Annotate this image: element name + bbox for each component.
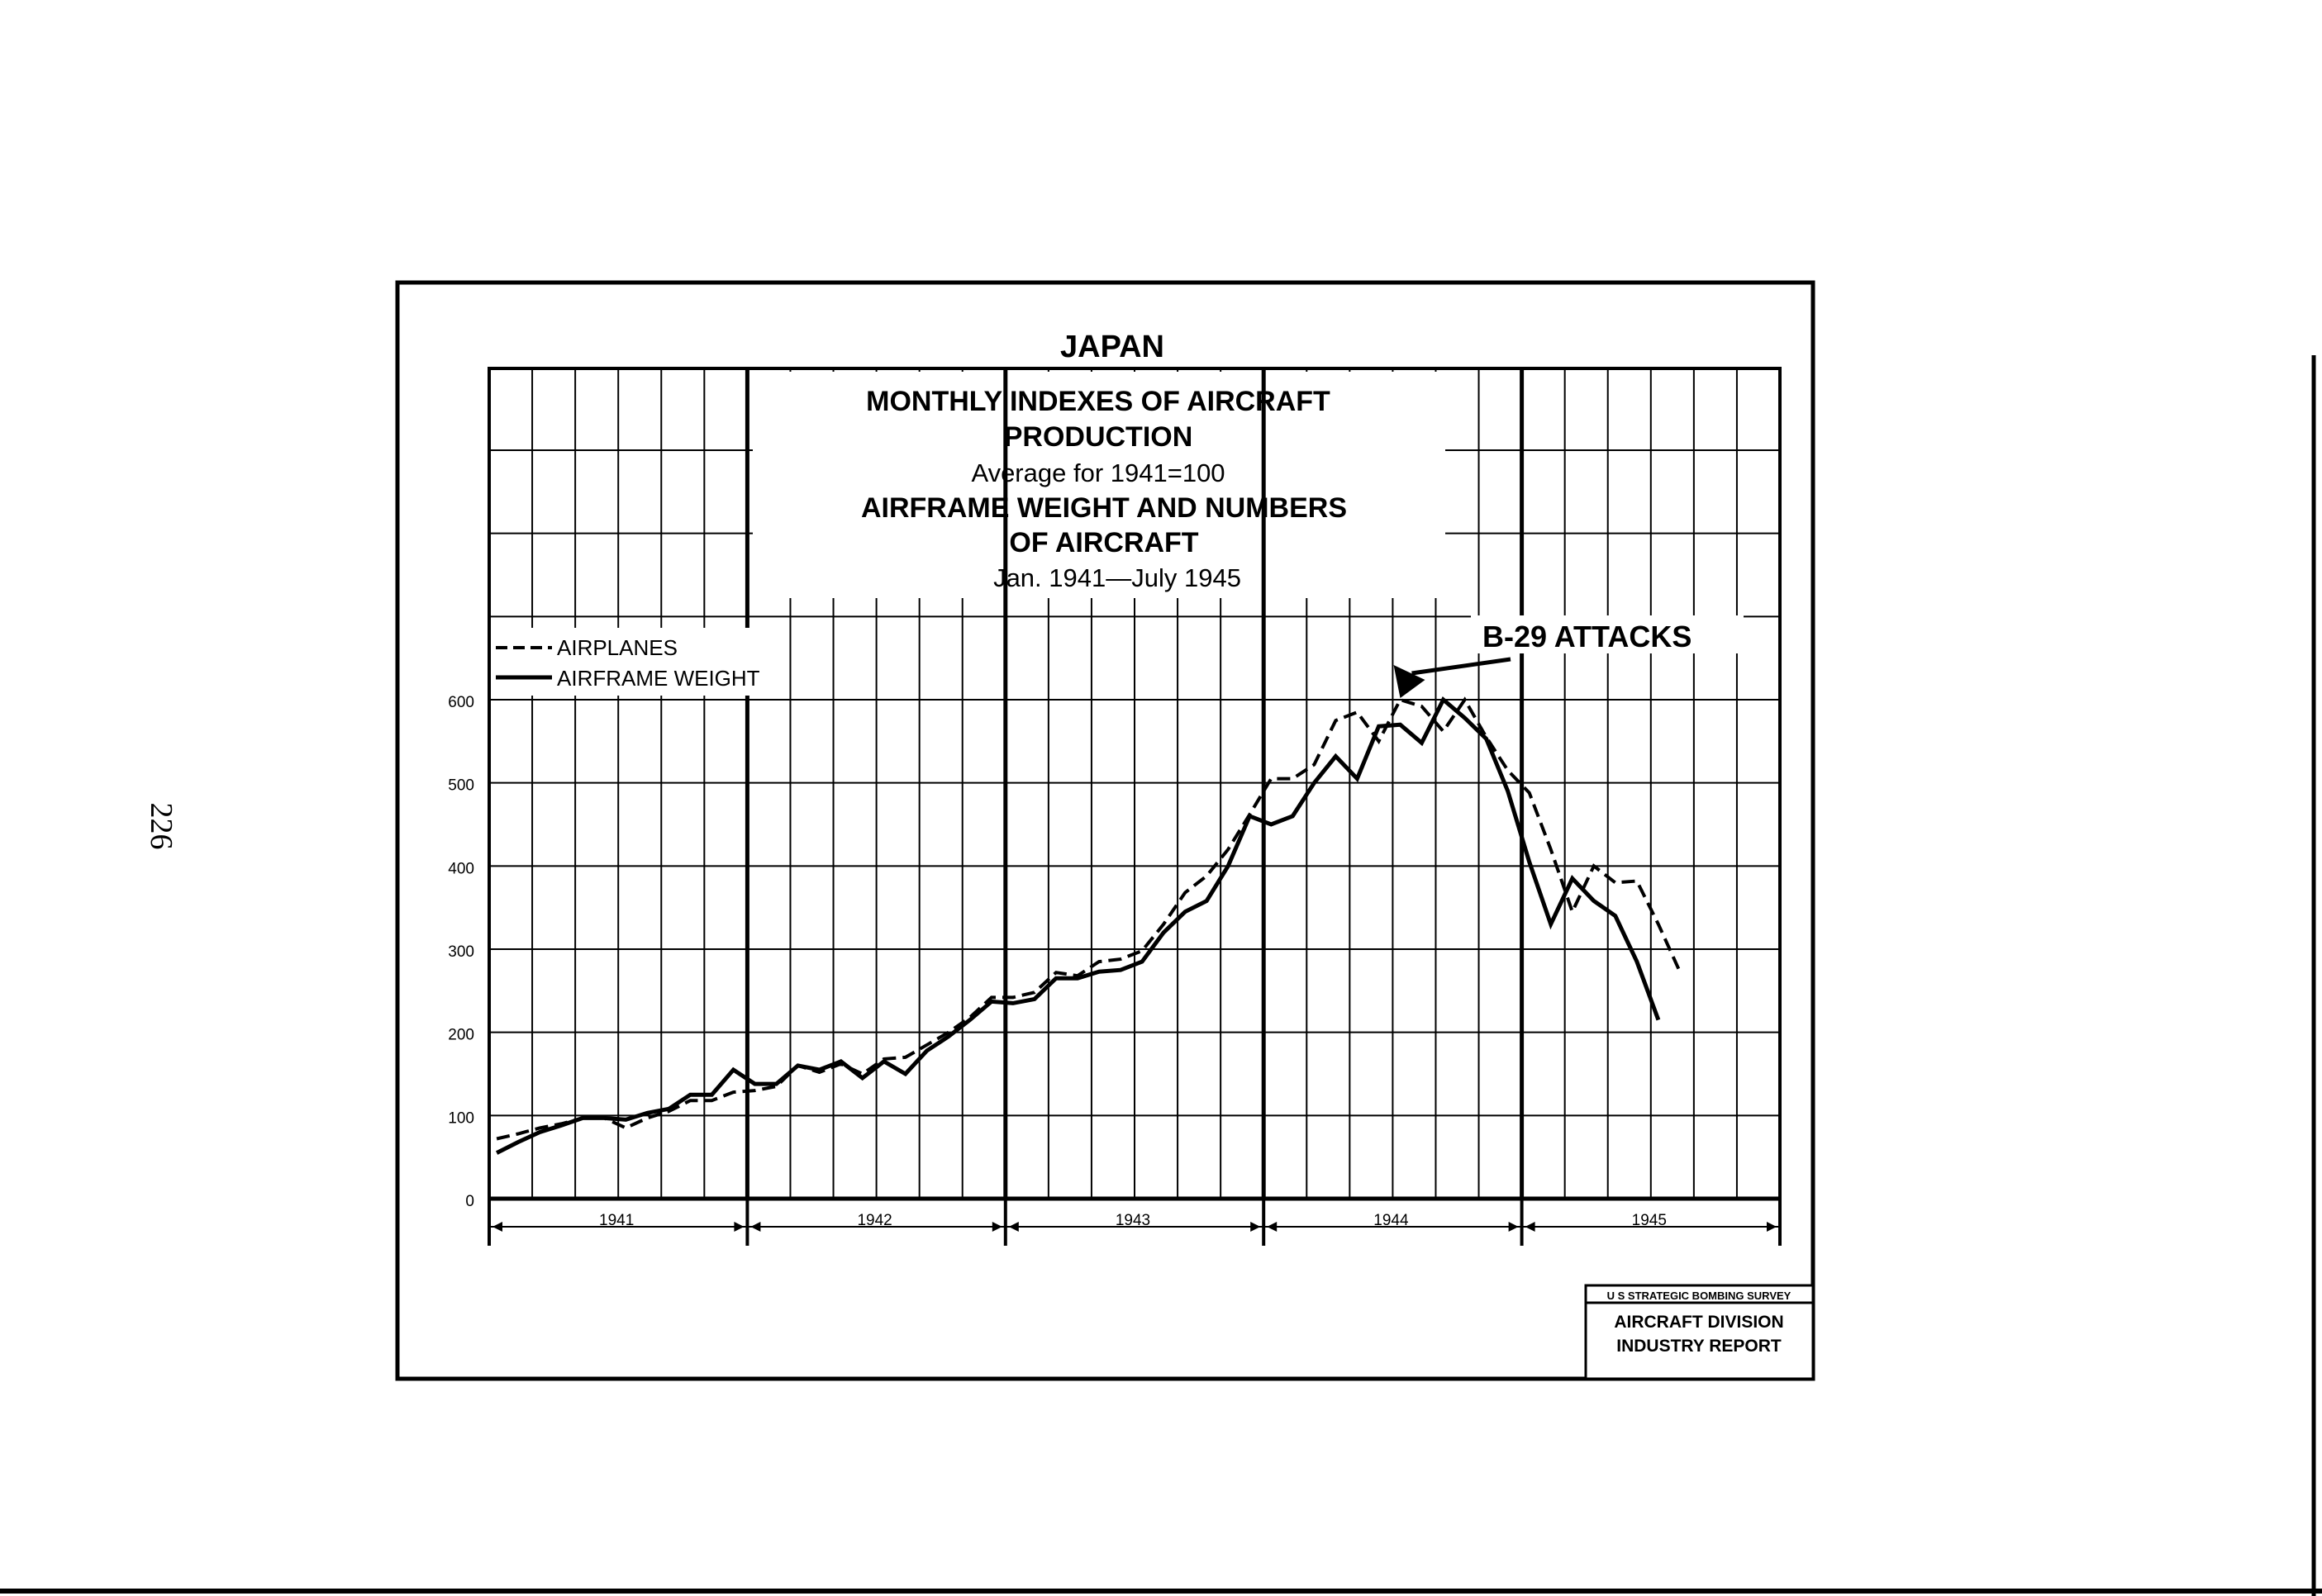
legend-box (493, 628, 773, 696)
y-tick-label: 400 (448, 860, 474, 877)
page-number: 226 (144, 803, 178, 850)
stamp-line-2: AIRCRAFT DIVISION (1614, 1313, 1783, 1332)
y-tick-labels: 0 100 200 300 400 500 600 (448, 694, 474, 1210)
year-band-arrow (1008, 1222, 1019, 1232)
title-box (753, 372, 1445, 598)
year-band-arrow (750, 1222, 761, 1232)
year-band-arrow (1250, 1222, 1261, 1232)
chart-title2-line-2: OF AIRCRAFT (1009, 527, 1198, 558)
y-tick-label: 500 (448, 777, 474, 795)
series-group (495, 696, 1682, 1155)
outer-frame (395, 280, 1815, 1381)
b29-arrow (1393, 657, 1511, 698)
year-band-arrow (734, 1222, 745, 1232)
year-label: 1943 (1116, 1212, 1150, 1229)
y-tick-label: 600 (448, 694, 474, 711)
year-band-arrow (1767, 1222, 1777, 1232)
arrow-head (1393, 665, 1425, 698)
stamp-line-1: U S STRATEGIC BOMBING SURVEY (1607, 1290, 1791, 1302)
arrow-shaft (1411, 657, 1511, 676)
year-band: 1941 1942 1943 1944 1945 (488, 1199, 1782, 1246)
year-label: 1942 (857, 1212, 892, 1229)
year-band-arrow (492, 1222, 502, 1232)
year-separators (745, 368, 1525, 1199)
stamp-line-3: INDUSTRY REPORT (1616, 1337, 1782, 1356)
year-band-arrow (1508, 1222, 1519, 1232)
chart-title2-line-1: AIRFRAME WEIGHT AND NUMBERS (861, 492, 1347, 524)
y-tick-label: 200 (448, 1027, 474, 1044)
annotation-box (1471, 615, 1744, 653)
legend-airplanes-label: AIRPLANES (557, 635, 678, 660)
year-label: 1944 (1373, 1212, 1409, 1229)
series-airframe-weight-line (495, 696, 1661, 1155)
series-airplanes-line (496, 696, 1682, 1141)
y-tick-label: 100 (448, 1109, 474, 1127)
year-band-arrow (992, 1222, 1002, 1232)
chart-period: Jan. 1941—July 1945 (993, 563, 1241, 592)
chart-title-line-1: MONTHLY INDEXES OF AIRCRAFT (866, 386, 1330, 417)
stamp-box (1584, 1284, 1815, 1380)
b29-annotation: B-29 ATTACKS (1482, 620, 1692, 653)
year-label: 1945 (1632, 1212, 1667, 1229)
y-tick-label: 300 (448, 943, 474, 961)
y-tick-label: 0 (465, 1193, 474, 1210)
year-band-arrow (1267, 1222, 1278, 1232)
chart-subtitle: Average for 1941=100 (971, 458, 1225, 487)
year-label: 1941 (599, 1212, 634, 1229)
chart-country: JAPAN (1060, 330, 1164, 364)
legend-airframe-label: AIRFRAME WEIGHT (557, 666, 760, 691)
year-band-arrow (1525, 1222, 1535, 1232)
chart-title-line-2: PRODUCTION (1004, 421, 1193, 453)
